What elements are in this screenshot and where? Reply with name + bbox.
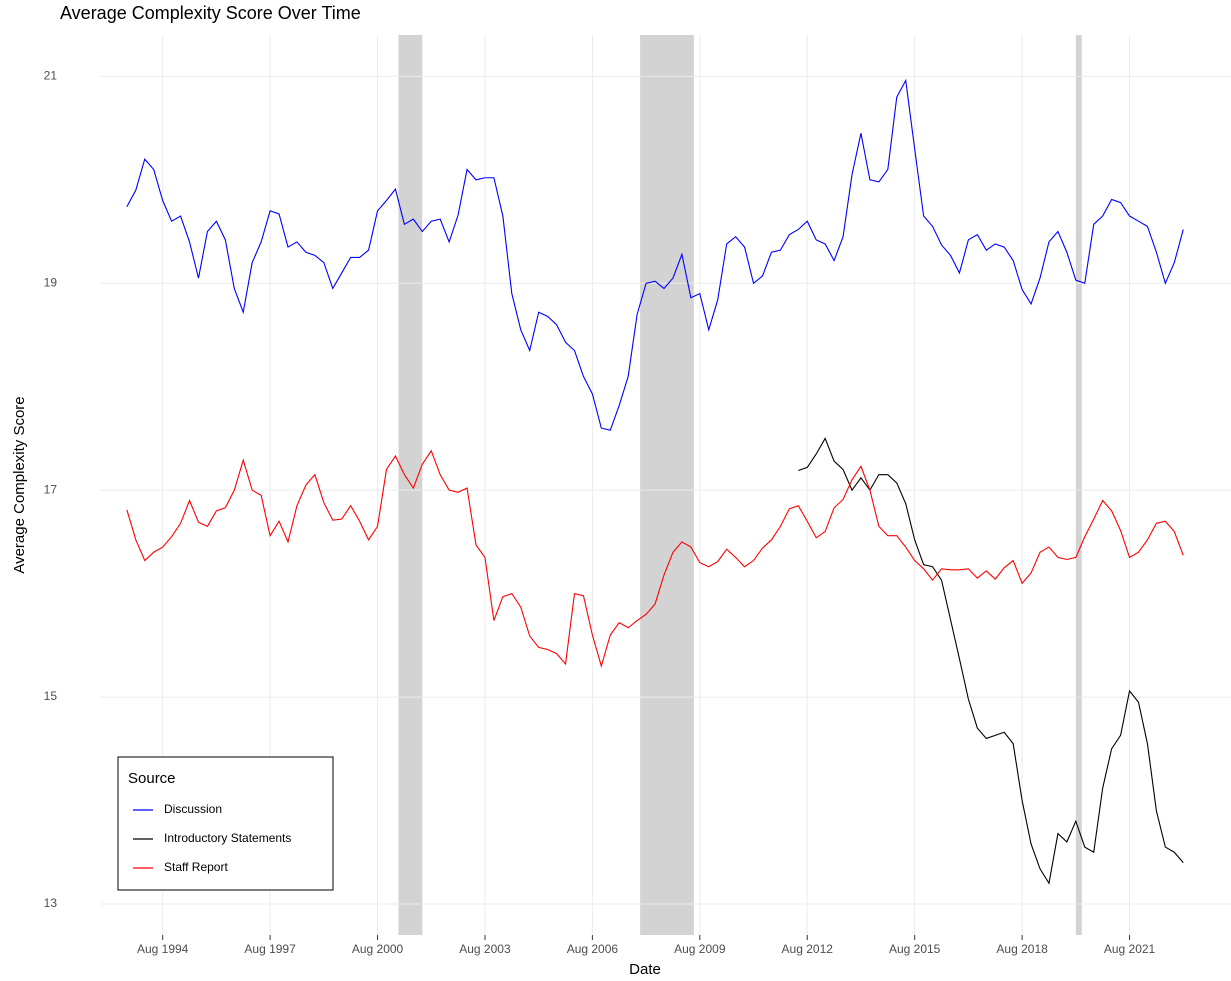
x-tick-label: Aug 2000 <box>352 942 404 956</box>
shaded-period <box>640 35 694 935</box>
shaded-period <box>1075 35 1082 935</box>
y-axis-label: Average Complexity Score <box>11 396 28 573</box>
series-line <box>798 437 1184 885</box>
x-tick-label: Aug 2015 <box>889 942 941 956</box>
y-tick-label: 15 <box>44 689 58 703</box>
x-tick-label: Aug 1997 <box>244 942 296 956</box>
series-line <box>126 78 1184 431</box>
x-tick-label: Aug 2006 <box>567 942 619 956</box>
legend-label: Discussion <box>164 802 222 816</box>
shaded-period <box>398 35 423 935</box>
legend-box <box>117 756 334 891</box>
chart-title: Average Complexity Score Over Time <box>60 3 361 23</box>
x-tick-label: Aug 2012 <box>782 942 834 956</box>
y-tick-label: 13 <box>44 896 58 910</box>
x-tick-label: Aug 1994 <box>137 942 189 956</box>
y-tick-label: 17 <box>44 482 58 496</box>
x-tick-label: Aug 2003 <box>459 942 511 956</box>
x-axis-label: Date <box>629 961 661 978</box>
y-tick-label: 19 <box>44 275 58 289</box>
x-tick-label: Aug 2009 <box>674 942 726 956</box>
x-tick-label: Aug 2018 <box>996 942 1048 956</box>
legend-label: Introductory Statements <box>164 831 291 845</box>
legend-label: Staff Report <box>164 860 228 874</box>
legend-title: Source <box>128 770 176 787</box>
series-line <box>126 449 1184 669</box>
x-tick-label: Aug 2021 <box>1104 942 1156 956</box>
y-tick-label: 21 <box>44 69 58 83</box>
